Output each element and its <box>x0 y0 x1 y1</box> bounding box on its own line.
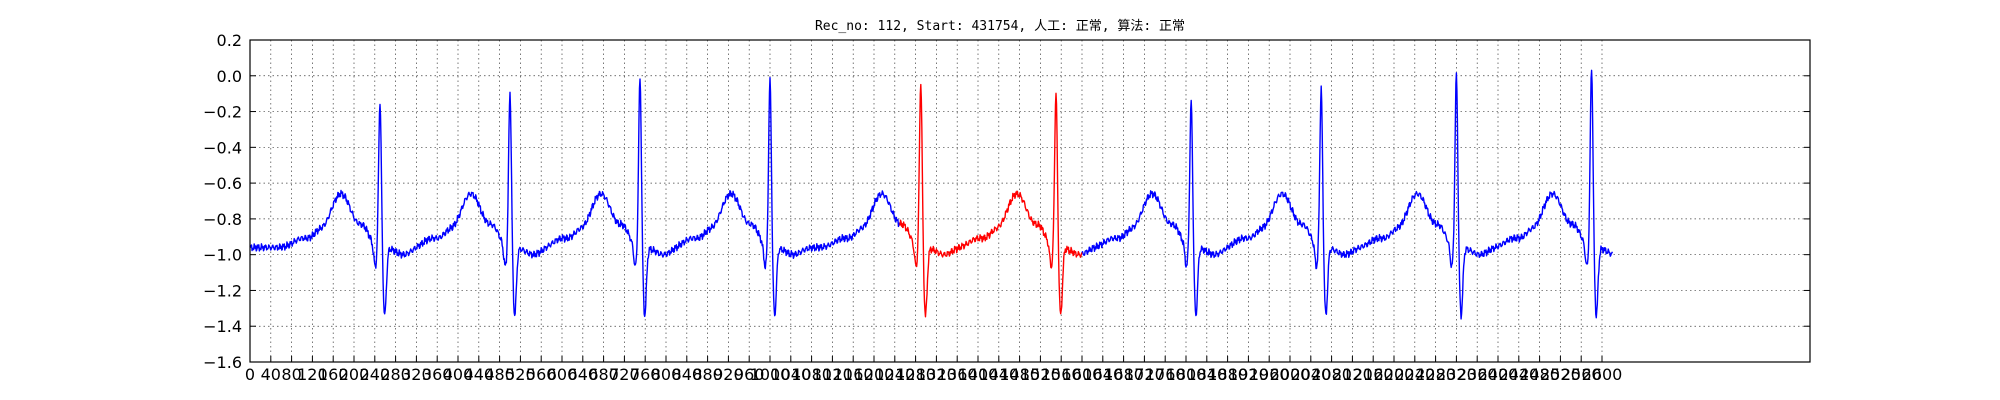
x-tick-label: 1920 <box>1228 365 1269 384</box>
series-layer <box>249 69 1614 320</box>
x-tick-label: 960 <box>734 365 765 384</box>
x-tick-label: 2280 <box>1415 365 1456 384</box>
x-tick-label: 160 <box>318 365 349 384</box>
x-tick-label: 40 <box>261 365 281 384</box>
x-tick-label: 1840 <box>1186 365 1227 384</box>
x-tick-label: 1320 <box>916 365 957 384</box>
x-tick-label: 680 <box>588 365 619 384</box>
x-tick-label: 1520 <box>1020 365 1061 384</box>
x-tick-label: 280 <box>380 365 411 384</box>
x-tick-label: 80 <box>281 365 301 384</box>
ecg-line-normal-0 <box>249 76 901 318</box>
x-tick-label: 480 <box>484 365 515 384</box>
y-tick-label: −0.8 <box>203 210 242 229</box>
x-tick-label: 840 <box>672 365 703 384</box>
x-tick-label: 720 <box>609 365 640 384</box>
x-tick-label: 1480 <box>999 365 1040 384</box>
y-tick-label: −1.0 <box>203 246 242 265</box>
x-tick-label: 560 <box>526 365 557 384</box>
x-tick-label: 520 <box>505 365 536 384</box>
x-tick-label: 2000 <box>1270 365 1311 384</box>
x-tick-label: 880 <box>692 365 723 384</box>
x-tick-label: 2480 <box>1519 365 1560 384</box>
x-tick-label: 2400 <box>1478 365 1519 384</box>
x-tick-label: 1720 <box>1124 365 1165 384</box>
x-tick-label: 2040 <box>1290 365 1331 384</box>
x-tick-label: 1800 <box>1166 365 1207 384</box>
x-tick-label: 2520 <box>1540 365 1581 384</box>
x-tick-label: 120 <box>297 365 328 384</box>
x-axis-ticks: 0 40 8012016020024028032036040044048052056… <box>245 356 1622 384</box>
x-tick-label: 1560 <box>1041 365 1082 384</box>
x-tick-label: 200 <box>339 365 370 384</box>
ecg-line-highlight-0 <box>899 83 1083 318</box>
x-tick-label: 2120 <box>1332 365 1373 384</box>
x-tick-label: 640 <box>568 365 599 384</box>
x-tick-label: 440 <box>464 365 495 384</box>
plot-frame <box>249 39 1811 363</box>
x-tick-label: 2080 <box>1311 365 1352 384</box>
x-tick-label: 1200 <box>854 365 895 384</box>
x-tick-label: 1360 <box>937 365 978 384</box>
x-tick-label: 1440 <box>978 365 1019 384</box>
y-tick-label: −1.2 <box>203 281 242 300</box>
y-axis-ticks: 0.2 0.0 −0.2 −0.4 −0.6 −0.8 −1.0 −1.2 −1.4 −1.6 <box>203 31 1810 372</box>
x-tick-label: 600 <box>547 365 578 384</box>
x-tick-label: 1400 <box>958 365 999 384</box>
x-tick-label: 2560 <box>1561 365 1602 384</box>
grid <box>250 40 1810 362</box>
x-tick-label: 1240 <box>874 365 915 384</box>
x-tick-label: 1680 <box>1103 365 1144 384</box>
x-tick-label: 760 <box>630 365 661 384</box>
x-tick-label: 320 <box>401 365 432 384</box>
x-tick-label: 360 <box>422 365 453 384</box>
chart-title: Rec_no: 112, Start: 431754, 人工: 正常, 算法: … <box>815 19 1185 34</box>
x-tick-label: 2200 <box>1374 365 1415 384</box>
x-tick-label: 2440 <box>1498 365 1539 384</box>
x-tick-label: 2600 <box>1582 365 1623 384</box>
x-tick-label: 1040 <box>770 365 811 384</box>
y-tick-label: −0.6 <box>203 174 242 193</box>
x-tick-label: 1760 <box>1145 365 1186 384</box>
x-tick-label: 2160 <box>1353 365 1394 384</box>
x-tick-label: 800 <box>651 365 682 384</box>
y-tick-label: −1.6 <box>203 353 242 372</box>
y-tick-label: −0.2 <box>203 103 242 122</box>
x-tick-label: 1000 <box>750 365 791 384</box>
x-tick-label: 1080 <box>791 365 832 384</box>
x-tick-label: 2320 <box>1436 365 1477 384</box>
x-tick-label: 1880 <box>1207 365 1248 384</box>
x-tick-label: 1640 <box>1082 365 1123 384</box>
x-tick-label: 1600 <box>1062 365 1103 384</box>
ecg-line-normal-1 <box>1081 69 1614 320</box>
x-tick-label: 1160 <box>833 365 874 384</box>
y-tick-label: 0.2 <box>217 31 242 50</box>
x-tick-label: 1960 <box>1249 365 1290 384</box>
x-tick-label: 2360 <box>1457 365 1498 384</box>
x-tick-label: 1280 <box>895 365 936 384</box>
x-tick-label: 400 <box>443 365 474 384</box>
x-tick-label: 240 <box>360 365 391 384</box>
y-tick-label: −1.4 <box>203 317 242 336</box>
x-tick-label: 2240 <box>1394 365 1435 384</box>
y-tick-label: −0.4 <box>203 138 242 157</box>
y-tick-label: 0.0 <box>217 67 242 86</box>
x-tick-label: 0 <box>245 365 255 384</box>
x-tick-label: 920 <box>713 365 744 384</box>
x-tick-label: 1120 <box>812 365 853 384</box>
